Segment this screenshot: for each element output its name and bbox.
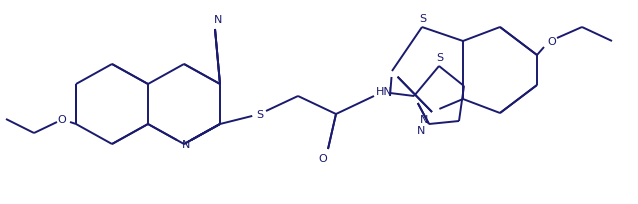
Text: N: N [417,125,425,135]
Text: S: S [419,14,427,24]
Text: O: O [57,114,66,124]
Text: HN: HN [376,86,392,96]
Text: S: S [436,53,443,63]
Text: S: S [256,110,263,119]
Text: O: O [318,153,327,163]
Text: O: O [547,37,556,47]
Text: N: N [420,114,428,124]
Text: N: N [214,15,222,25]
Text: N: N [182,139,190,149]
